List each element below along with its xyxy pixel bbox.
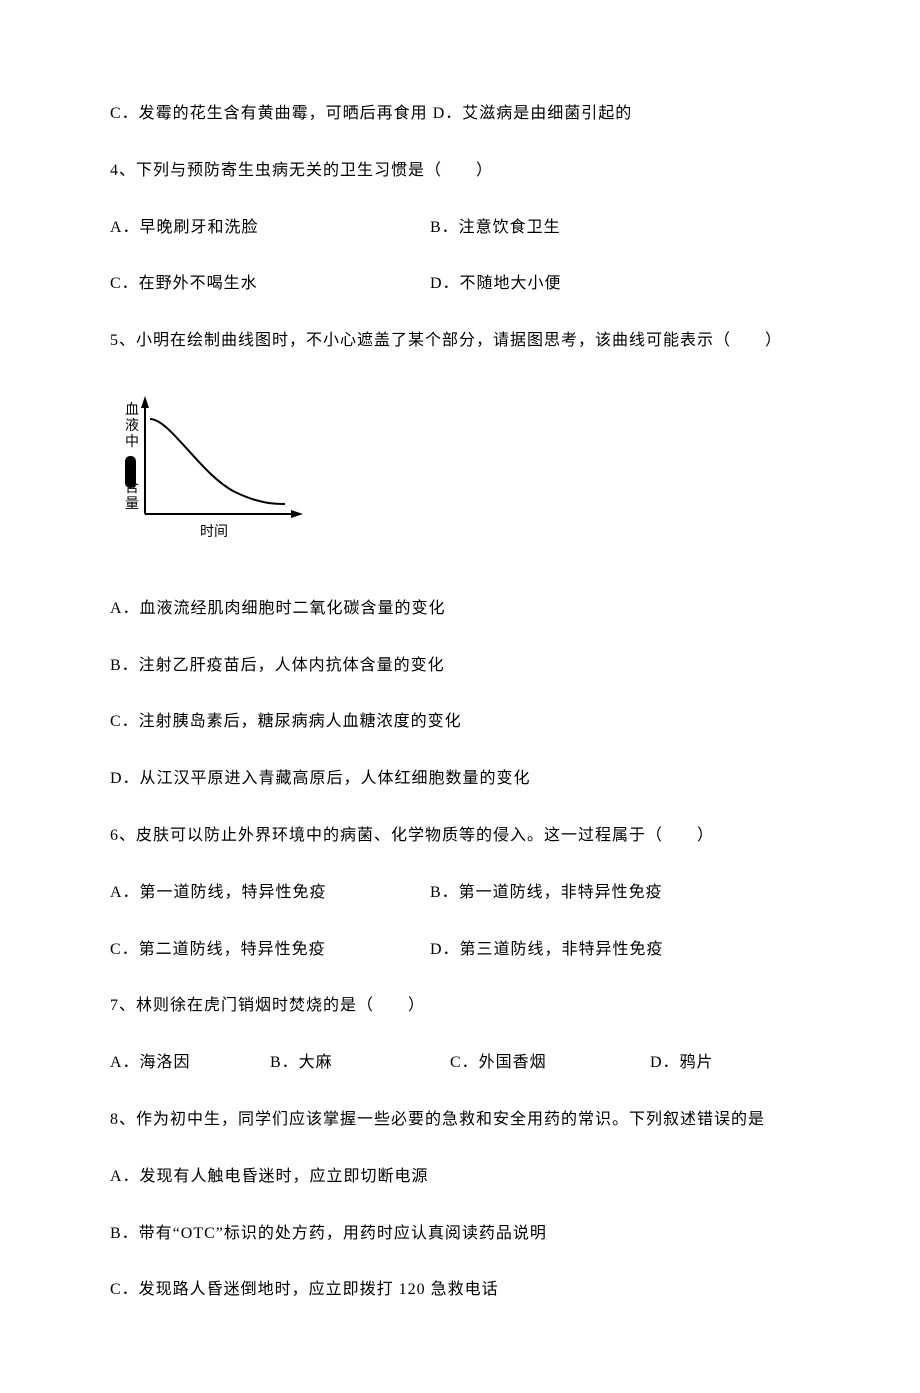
q7-option-d: D．鸦片: [650, 1049, 810, 1078]
q3-options-cd: C．发霉的花生含有黄曲霉，可晒后再食用 D．艾滋病是由细菌引起的: [110, 100, 810, 129]
q4-option-d: D．不随地大小便: [430, 270, 810, 299]
svg-text:含: 含: [125, 480, 139, 496]
q7-option-c: C．外国香烟: [450, 1049, 650, 1078]
q7-stem: 7、林则徐在虎门销烟时焚烧的是（ ）: [110, 992, 810, 1021]
q5-stem: 5、小明在绘制曲线图时，不小心遮盖了某个部分，请据图思考，该曲线可能表示（ ）: [110, 327, 810, 356]
q4-option-b: B．注意饮食卫生: [430, 214, 810, 243]
q8-stem: 8、作为初中生，同学们应该掌握一些必要的急救和安全用药的常识。下列叙述错误的是: [110, 1106, 810, 1135]
q6-stem: 6、皮肤可以防止外界环境中的病菌、化学物质等的侵入。这一过程属于（ ）: [110, 822, 810, 851]
q4-stem: 4、下列与预防寄生虫病无关的卫生习惯是（ ）: [110, 157, 810, 186]
q8-option-a: A．发现有人触电昏迷时，应立即切断电源: [110, 1163, 810, 1192]
q7-option-b: B．大麻: [270, 1049, 450, 1078]
q4-row-ab: A．早晚刷牙和洗脸 B．注意饮食卫生: [110, 214, 810, 243]
q7-option-a: A．海洛因: [110, 1049, 270, 1078]
svg-text:量: 量: [125, 496, 139, 512]
q6-option-b: B．第一道防线，非特异性免疫: [430, 879, 810, 908]
q6-option-c: C．第二道防线，特异性免疫: [110, 936, 430, 965]
svg-text:液: 液: [125, 418, 139, 434]
q5-option-d: D．从江汉平原进入青藏高原后，人体红细胞数量的变化: [110, 765, 810, 794]
q5-chart: 血液中含量时间: [110, 384, 810, 565]
q6-row-cd: C．第二道防线，特异性免疫 D．第三道防线，非特异性免疫: [110, 936, 810, 965]
q4-row-cd: C．在野外不喝生水 D．不随地大小便: [110, 270, 810, 299]
svg-text:时间: 时间: [200, 524, 228, 540]
svg-text:中: 中: [125, 434, 139, 450]
q8-option-b: B．带有“OTC”标识的处方药，用药时应认真阅读药品说明: [110, 1220, 810, 1249]
q4-option-c: C．在野外不喝生水: [110, 270, 430, 299]
curve-chart-svg: 血液中含量时间: [110, 384, 310, 554]
q3-option-d: D．艾滋病是由细菌引起的: [433, 105, 633, 122]
document-page: C．发霉的花生含有黄曲霉，可晒后再食用 D．艾滋病是由细菌引起的 4、下列与预防…: [0, 0, 920, 1393]
q3-option-c: C．发霉的花生含有黄曲霉，可晒后再食用: [110, 105, 428, 122]
q4-option-a: A．早晚刷牙和洗脸: [110, 214, 430, 243]
q5-option-a: A．血液流经肌肉细胞时二氧化碳含量的变化: [110, 595, 810, 624]
q7-options: A．海洛因 B．大麻 C．外国香烟 D．鸦片: [110, 1049, 810, 1078]
q6-option-d: D．第三道防线，非特异性免疫: [430, 936, 810, 965]
q6-row-ab: A．第一道防线，特异性免疫 B．第一道防线，非特异性免疫: [110, 879, 810, 908]
q8-option-c: C．发现路人昏迷倒地时，应立即拨打 120 急救电话: [110, 1276, 810, 1305]
q6-option-a: A．第一道防线，特异性免疫: [110, 879, 430, 908]
q5-option-c: C．注射胰岛素后，糖尿病病人血糖浓度的变化: [110, 708, 810, 737]
q5-option-b: B．注射乙肝疫苗后，人体内抗体含量的变化: [110, 652, 810, 681]
svg-text:血: 血: [125, 402, 139, 418]
